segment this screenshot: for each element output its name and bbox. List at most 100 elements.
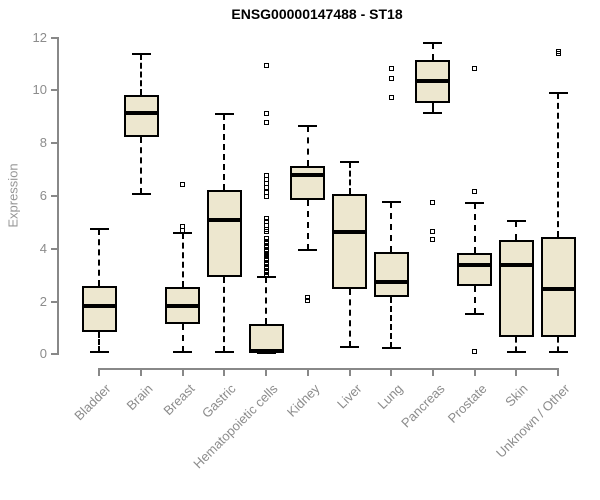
median-pancreas: [415, 79, 451, 84]
whisker-lower-liver: [348, 288, 351, 347]
whisker-lower-gastric: [223, 276, 226, 352]
median-brain: [123, 111, 159, 116]
whisker-cap-low-hematopoietic-cells: [256, 352, 276, 355]
whisker-cap-high-skin: [506, 220, 526, 223]
outlier-point-hematopoietic-cells: [263, 236, 269, 241]
y-tick: [51, 247, 57, 250]
x-tick: [515, 370, 518, 377]
box-bladder: [81, 286, 117, 333]
x-tick: [473, 370, 476, 377]
outlier-point-hematopoietic-cells: [263, 216, 269, 222]
outlier-point-prostate: [472, 188, 478, 194]
outlier-point-hematopoietic-cells: [263, 241, 269, 247]
x-tick: [557, 370, 559, 377]
whisker-lower-prostate: [473, 286, 476, 314]
outlier-point-hematopoietic-cells: [263, 246, 269, 252]
median-skin: [498, 262, 534, 267]
y-tick-label: 10: [32, 82, 47, 98]
whisker-cap-high-gastric: [214, 113, 234, 116]
whisker-cap-low-brain: [131, 192, 151, 195]
median-bladder: [81, 303, 117, 308]
x-tick: [306, 370, 309, 377]
outlier-point-unknown-other: [555, 48, 561, 54]
median-unknown-other: [540, 286, 576, 291]
y-tick-label: 8: [39, 135, 47, 151]
y-tick-label: 12: [32, 29, 47, 45]
x-tick: [98, 370, 101, 377]
chart-title: ENSG00000147488 - ST18: [231, 6, 403, 22]
y-tick: [51, 142, 57, 145]
whisker-cap-low-skin: [506, 350, 526, 353]
whisker-cap-high-bladder: [89, 228, 109, 231]
whisker-lower-breast: [181, 324, 184, 352]
y-tick-label: 2: [39, 293, 47, 309]
y-tick: [51, 89, 57, 92]
box-lung: [373, 251, 409, 297]
whisker-cap-high-brain: [131, 52, 151, 55]
whisker-lower-lung: [390, 296, 393, 348]
box-skin: [498, 239, 534, 338]
whisker-cap-low-breast: [173, 350, 193, 353]
outlier-point-pancreas: [430, 229, 436, 235]
outlier-point-hematopoietic-cells: [263, 229, 269, 235]
whisker-upper-gastric: [223, 114, 226, 190]
whisker-upper-liver: [348, 161, 351, 194]
y-tick-label: 0: [39, 346, 47, 362]
outlier-point-hematopoietic-cells: [263, 63, 269, 69]
box-brain: [123, 94, 159, 137]
whisker-upper-unknown-other: [557, 93, 559, 238]
whisker-upper-brain: [140, 53, 142, 95]
x-tick: [181, 370, 184, 377]
box-gastric: [206, 189, 242, 277]
outlier-point-hematopoietic-cells: [263, 172, 269, 178]
median-prostate: [457, 262, 493, 267]
outlier-point-lung: [388, 94, 394, 100]
outlier-point-lung: [388, 76, 394, 82]
outlier-point-pancreas: [430, 200, 436, 206]
outlier-point-kidney: [305, 298, 311, 304]
whisker-cap-low-kidney: [298, 249, 318, 252]
median-kidney: [290, 173, 326, 178]
whisker-upper-skin: [515, 221, 518, 240]
y-axis-line: [57, 36, 59, 356]
box-liver: [332, 193, 367, 289]
x-axis-line: [98, 368, 559, 371]
whisker-cap-low-bladder: [89, 350, 109, 353]
median-liver: [332, 229, 367, 234]
box-kidney: [290, 165, 326, 201]
whisker-upper-prostate: [473, 202, 476, 254]
box-prostate: [457, 253, 493, 286]
outlier-point-hematopoietic-cells: [263, 119, 269, 125]
whisker-lower-bladder: [98, 332, 101, 352]
whisker-upper-breast: [181, 233, 184, 288]
whisker-cap-high-liver: [340, 160, 359, 163]
x-tick: [390, 370, 393, 377]
whisker-cap-low-unknown-other: [548, 350, 568, 353]
outlier-point-lung: [388, 65, 394, 71]
y-tick: [51, 353, 57, 356]
outlier-point-hematopoietic-cells: [263, 238, 269, 244]
whisker-cap-high-lung: [381, 200, 401, 203]
whisker-upper-pancreas: [431, 43, 434, 61]
outlier-point-hematopoietic-cells: [263, 110, 269, 116]
x-tick: [431, 370, 434, 377]
whisker-lower-kidney: [306, 200, 309, 251]
x-tick-label-unknown-other: Unknown / Other: [493, 381, 573, 461]
y-tick: [51, 300, 57, 303]
x-tick: [223, 370, 226, 377]
median-breast: [165, 303, 201, 308]
median-gastric: [206, 218, 242, 223]
whisker-cap-low-lung: [381, 347, 401, 350]
whisker-cap-low-prostate: [465, 312, 485, 315]
whisker-lower-brain: [140, 136, 142, 194]
whisker-cap-low-liver: [340, 345, 359, 348]
whisker-upper-hematopoietic-cells: [265, 276, 268, 325]
outlier-point-hematopoietic-cells: [263, 189, 269, 195]
outlier-point-hematopoietic-cells: [263, 249, 269, 255]
whisker-cap-low-gastric: [214, 350, 234, 353]
whisker-cap-high-hematopoietic-cells: [256, 275, 276, 278]
x-tick: [348, 370, 351, 377]
outlier-point-breast: [180, 224, 186, 230]
y-tick: [51, 36, 57, 39]
